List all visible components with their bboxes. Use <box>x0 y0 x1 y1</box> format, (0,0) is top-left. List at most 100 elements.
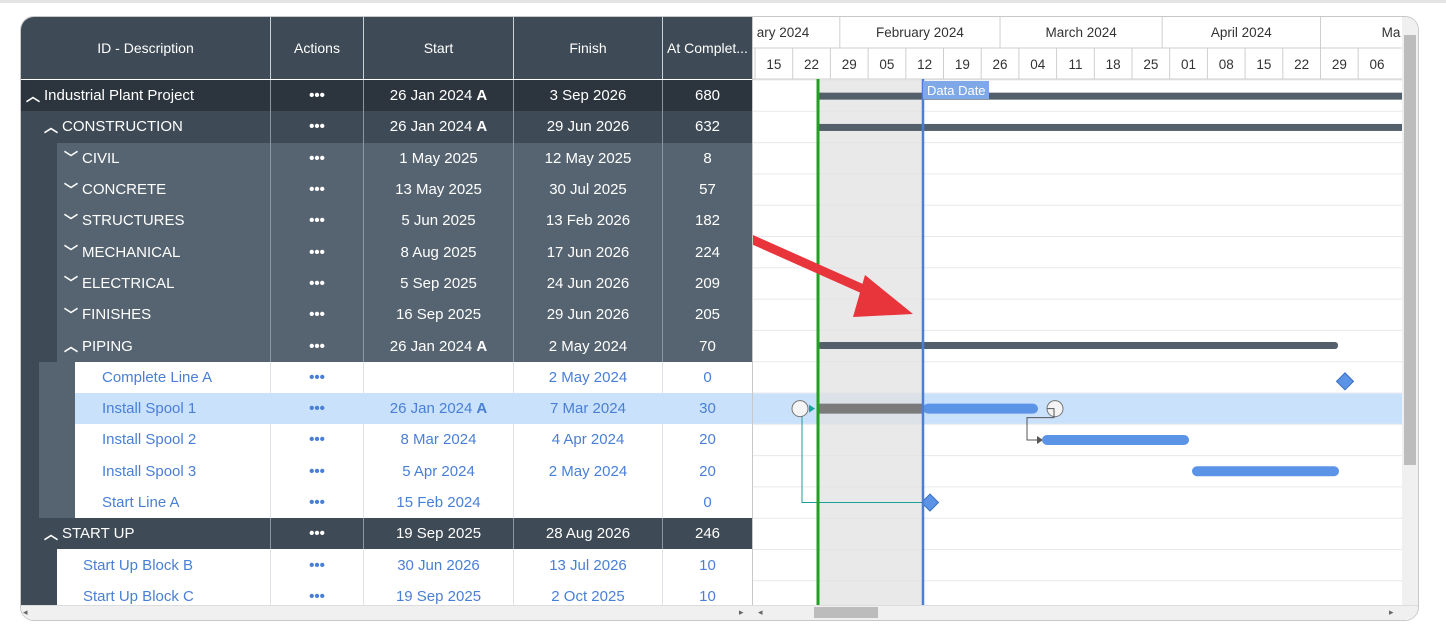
chevron-down-icon[interactable]: ﹀ <box>64 181 78 198</box>
activity-row[interactable]: Start Line A ••• 15 Feb 2024 0 <box>21 486 752 519</box>
more-actions-icon[interactable]: ••• <box>309 243 325 261</box>
more-actions-icon[interactable]: ••• <box>309 400 325 418</box>
indent-band <box>39 330 57 362</box>
task-bar[interactable] <box>1192 466 1339 477</box>
at-completion-value: 20 <box>699 431 716 449</box>
top-divider <box>0 0 1446 3</box>
week-label: 05 <box>879 57 894 72</box>
chevron-down-icon[interactable]: ﹀ <box>64 150 78 167</box>
week-label: 29 <box>1332 57 1347 72</box>
finish-cell: 7 Mar 2024 <box>514 392 663 425</box>
wbs-row[interactable]: ﹀ ELECTRICAL ••• 5 Sep 2025 24 Jun 2026 209 <box>21 267 752 300</box>
wbs-row[interactable]: ﹀ FINISHES ••• 16 Sep 2025 29 Jun 2026 205 <box>21 299 752 331</box>
wbs-row[interactable]: ︿ Industrial Plant Project ••• 26 Jan 2024 A… <box>21 80 752 112</box>
chart-scroll-right-icon[interactable]: ▸ <box>1389 607 1394 617</box>
finish-date: 13 Jul 2026 <box>549 556 627 574</box>
week-label: 25 <box>1143 57 1158 72</box>
activity-row[interactable]: Start Up Block B ••• 30 Jun 2026 13 Jul 202… <box>21 549 752 581</box>
grid-rows: ︿ Industrial Plant Project ••• 26 Jan 2024 A… <box>21 80 752 605</box>
wbs-row[interactable]: ﹀ CIVIL ••• 1 May 2025 12 May 2025 8 <box>21 142 752 174</box>
progress-shade <box>818 79 923 605</box>
row-name: Industrial Plant Project <box>44 87 195 105</box>
horizontal-scrollbar-thumb[interactable] <box>814 607 878 618</box>
chart-scroll-left-icon[interactable]: ◂ <box>758 607 763 617</box>
column-header-actions[interactable]: Actions <box>271 17 364 79</box>
horizontal-scrollbar[interactable] <box>21 605 1418 620</box>
description-cell: ﹀ ELECTRICAL <box>21 267 271 300</box>
wbs-row[interactable]: ︿ START UP ••• 19 Sep 2025 28 Aug 2026 246 <box>21 518 752 550</box>
gantt-chart[interactable]: ary 2024 February 2024 March 2024 April 202… <box>752 17 1402 605</box>
vertical-scrollbar-thumb[interactable] <box>1404 35 1416 465</box>
column-header-at-completion[interactable]: At Complet... <box>667 40 748 56</box>
chevron-up-icon[interactable]: ︿ <box>26 87 40 104</box>
chevron-down-icon[interactable]: ﹀ <box>64 306 78 323</box>
more-actions-icon[interactable]: ••• <box>309 556 325 574</box>
row-name: Install Spool 3 <box>102 462 197 480</box>
task-bar[interactable] <box>1042 434 1189 445</box>
row-name: START UP <box>62 525 135 543</box>
column-header-finish[interactable]: Finish <box>514 17 663 79</box>
column-header-start[interactable]: Start <box>364 17 514 79</box>
description-cell: Complete Line A <box>21 361 271 393</box>
activity-row[interactable]: Install Spool 3 ••• 5 Apr 2024 2 May 2024 20 <box>21 455 752 487</box>
chevron-up-icon[interactable]: ︿ <box>64 338 78 355</box>
more-actions-icon[interactable]: ••• <box>309 181 325 199</box>
more-actions-icon[interactable]: ••• <box>309 431 325 449</box>
chevron-down-icon[interactable]: ﹀ <box>64 275 78 292</box>
finish-cell: 2 Oct 2025 <box>514 580 663 605</box>
link-handle-start[interactable] <box>791 400 809 418</box>
more-actions-icon[interactable]: ••• <box>309 118 325 136</box>
start-cell: 26 Jan 2024 A <box>364 111 514 143</box>
indent-band <box>21 330 39 362</box>
more-actions-icon[interactable]: ••• <box>309 368 325 386</box>
finish-cell: 12 May 2025 <box>514 142 663 174</box>
actual-progress-bar[interactable] <box>818 403 923 414</box>
column-header-description[interactable]: ID - Description <box>21 17 271 79</box>
wbs-row[interactable]: ︿ CONSTRUCTION ••• 26 Jan 2024 A 29 Jun 2026 6… <box>21 111 752 143</box>
more-actions-icon[interactable]: ••• <box>309 337 325 355</box>
start-date: 26 Jan 2024 <box>389 337 473 355</box>
summary-bar[interactable] <box>818 123 1402 131</box>
more-actions-icon[interactable]: ••• <box>309 587 325 605</box>
activity-row[interactable]: Install Spool 2 ••• 8 Mar 2024 4 Apr 2024 20 <box>21 424 752 456</box>
activity-row[interactable]: Complete Line A ••• 2 May 2024 0 <box>21 361 752 393</box>
chevron-down-icon[interactable]: ﹀ <box>64 244 78 261</box>
summary-bar[interactable] <box>818 92 1402 100</box>
row-name: MECHANICAL <box>82 243 181 261</box>
milestone-diamond[interactable] <box>920 493 940 512</box>
more-actions-icon[interactable]: ••• <box>309 149 325 167</box>
chevron-up-icon[interactable]: ︿ <box>44 525 58 542</box>
more-actions-icon[interactable]: ••• <box>309 274 325 292</box>
more-actions-icon[interactable]: ••• <box>309 494 325 511</box>
indent-band <box>39 392 57 425</box>
activity-row[interactable]: Install Spool 1 ••• 26 Jan 2024 A 7 Mar 2024… <box>21 392 752 425</box>
actions-cell: ••• <box>271 392 364 425</box>
month-label: ary 2024 <box>757 25 810 40</box>
scroll-right-icon[interactable]: ▸ <box>739 607 744 617</box>
chevron-up-icon[interactable]: ︿ <box>44 118 58 135</box>
at-completion-value: 246 <box>694 525 721 543</box>
task-bar[interactable] <box>923 403 1038 414</box>
week-label: 26 <box>993 57 1008 72</box>
wbs-row[interactable]: ﹀ MECHANICAL ••• 8 Aug 2025 17 Jun 2026 224 <box>21 236 752 268</box>
wbs-row[interactable]: ︿ PIPING ••• 26 Jan 2024 A 2 May 2024 70 <box>21 330 752 362</box>
scroll-left-icon[interactable]: ◂ <box>23 607 28 617</box>
more-actions-icon[interactable]: ••• <box>309 462 325 480</box>
start-cell: 5 Jun 2025 <box>364 205 514 237</box>
chevron-down-icon[interactable]: ﹀ <box>64 212 78 229</box>
milestone-diamond[interactable] <box>1335 372 1355 391</box>
row-name: CIVIL <box>82 149 120 167</box>
more-actions-icon[interactable]: ••• <box>309 306 325 324</box>
more-actions-icon[interactable]: ••• <box>309 212 325 230</box>
wbs-row[interactable]: ﹀ STRUCTURES ••• 5 Jun 2025 13 Feb 2026 182 <box>21 205 752 237</box>
at-completion-value: 209 <box>694 274 721 292</box>
summary-bar[interactable] <box>818 342 1338 350</box>
start-date: 19 Sep 2025 <box>395 525 482 543</box>
more-actions-icon[interactable]: ••• <box>309 525 325 543</box>
indent-band <box>57 361 75 393</box>
row-name: Install Spool 2 <box>102 431 197 449</box>
activity-row[interactable]: Start Up Block C ••• 19 Sep 2025 2 Oct 2025… <box>21 580 752 605</box>
wbs-row[interactable]: ﹀ CONCRETE ••• 13 May 2025 30 Jul 2025 57 <box>21 173 752 206</box>
more-actions-icon[interactable]: ••• <box>309 87 325 105</box>
indent-band <box>39 299 57 331</box>
